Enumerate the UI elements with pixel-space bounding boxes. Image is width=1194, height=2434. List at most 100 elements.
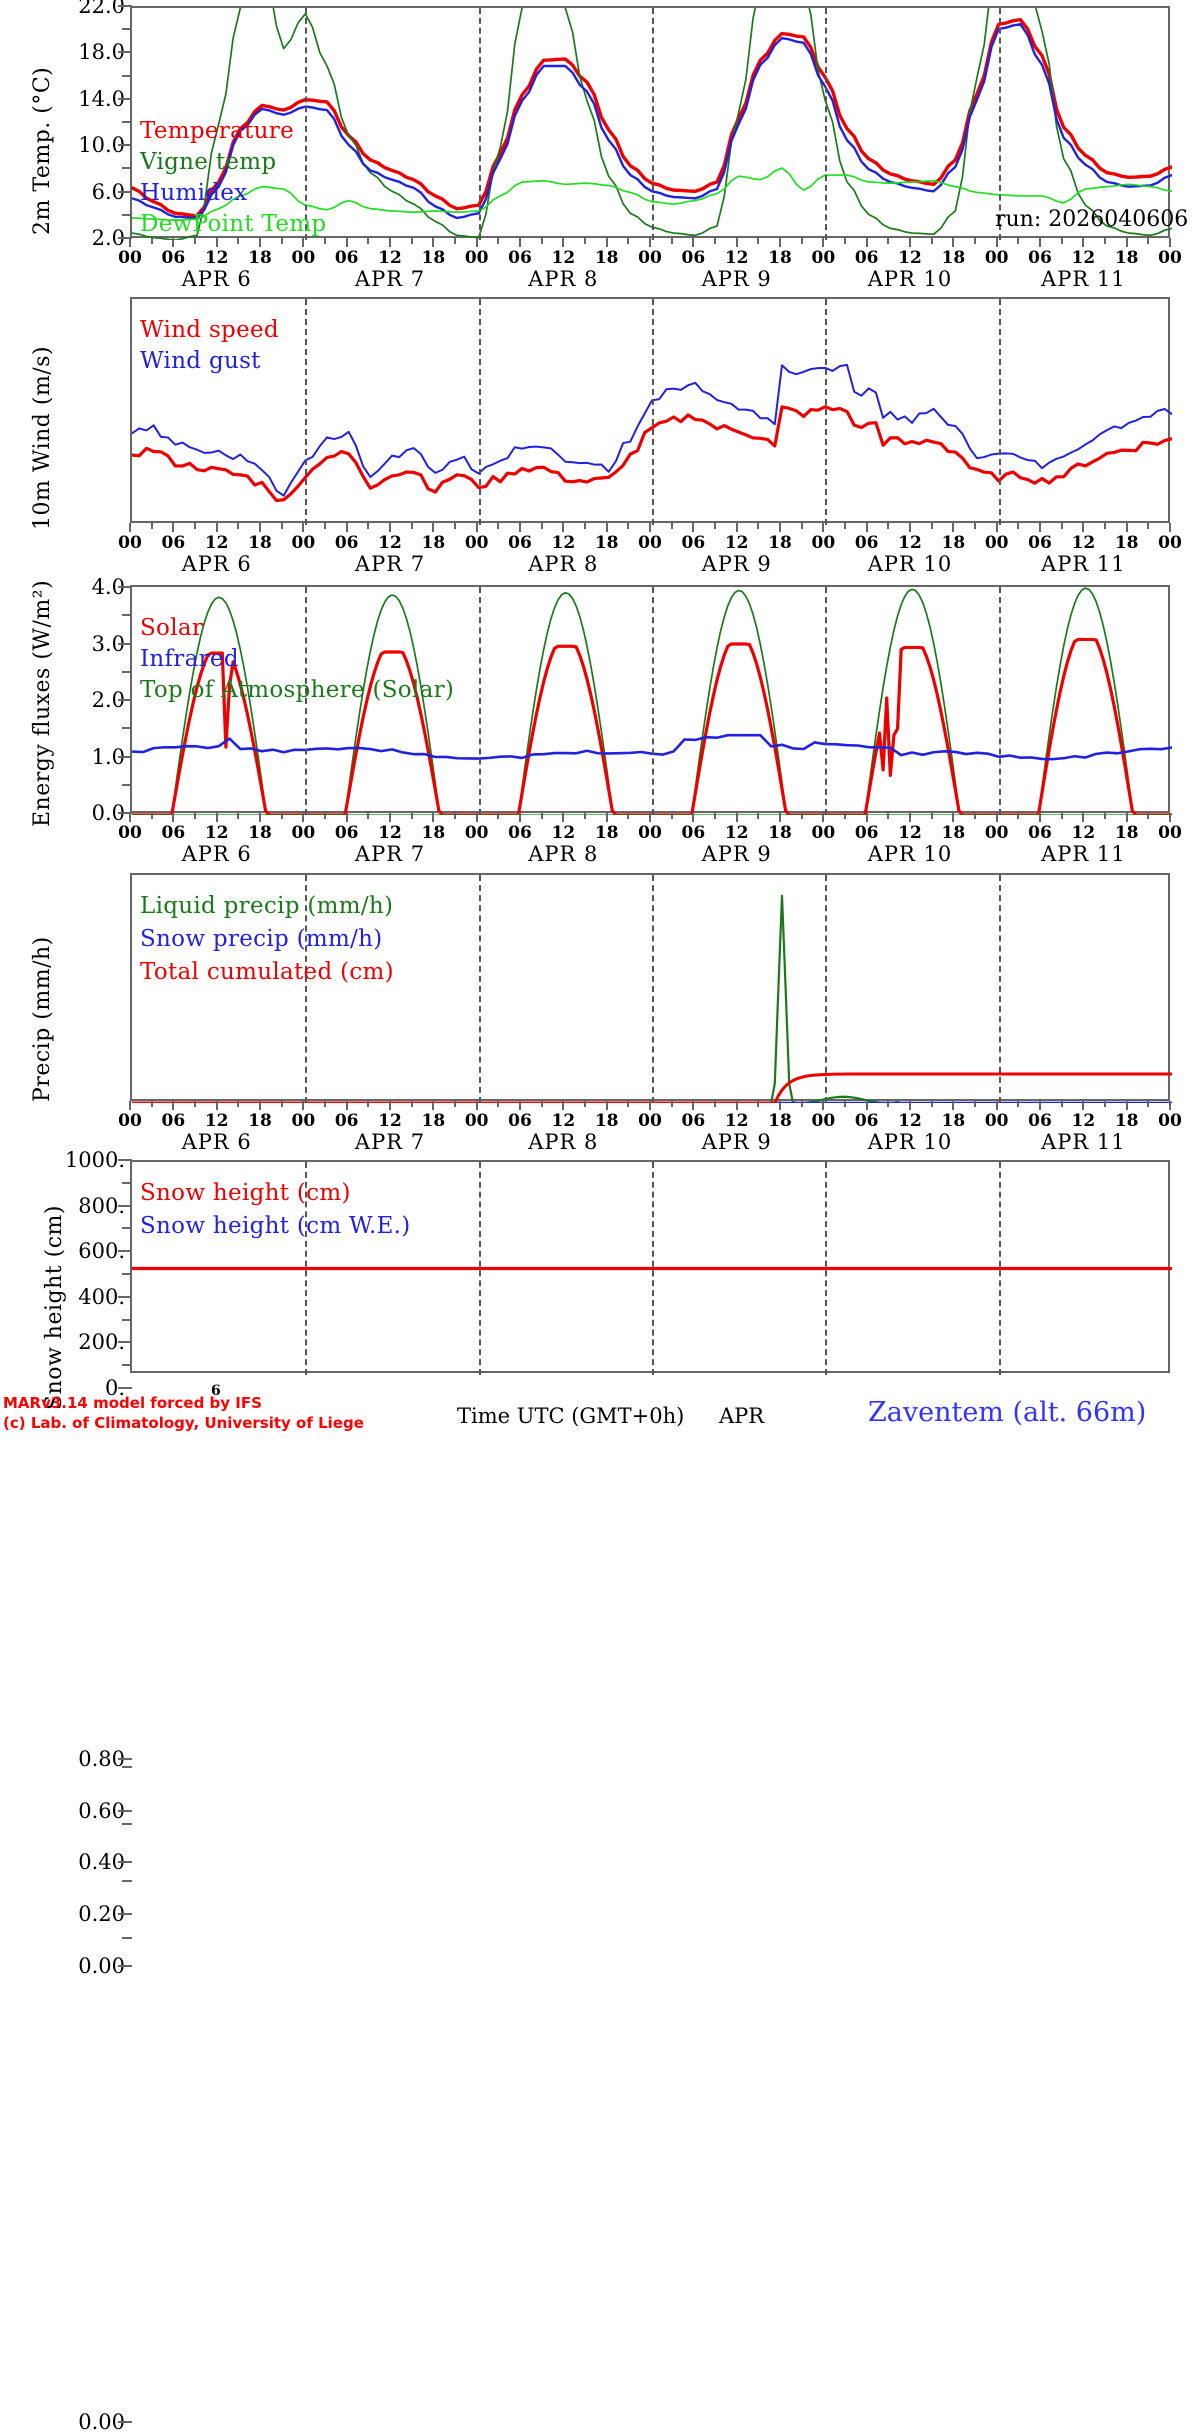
x-tick-mark [605,523,608,532]
x-tick-mark [822,238,825,247]
x-tick-mark [930,1101,933,1107]
legend-entry: Total cumulated (cm) [140,959,394,985]
x-day-label: APR 8 [528,842,599,866]
day-separator [652,1162,654,1375]
x-tick-mark [1060,523,1063,529]
x-tick-mark [454,523,456,529]
y-tick-mark [118,1861,132,1864]
x-tick-mark [1147,238,1150,244]
x-tick-mark [432,1101,435,1110]
x-tick-mark [302,238,305,247]
x-tick-mark [692,523,695,532]
x-tick-mark [909,523,911,532]
panel-precip-ylabel: Precip (mm/h) [30,936,55,1102]
x-hour-label: 18 [421,248,446,268]
x-tick-mark [129,1101,131,1110]
y-minor-tick [122,1273,132,1275]
x-tick-mark [865,238,868,247]
panel-precip: Precip (mm/h) 0.00 0.20 0.40 0.60 0.80 Liqui… [0,865,1194,1978]
day-separator [652,8,654,240]
x-tick-mark [150,523,153,529]
x-tick-mark [735,523,738,532]
x-tick-mark [237,813,240,819]
x-tick-mark [172,238,175,247]
y-minor-tick [122,1765,132,1768]
day-separator [998,299,1001,525]
x-hour-label: 06 [334,1111,359,1131]
x-tick-mark [129,813,131,822]
y-tick-mark [118,1204,132,1207]
x-day-label: APR 9 [701,552,772,576]
y-tick-label: 600. [78,1239,125,1264]
x-hour-label: 06 [161,823,186,843]
legend-entry: Snow precip (mm/h) [140,926,383,952]
x-tick-mark [497,523,500,529]
y-minor-tick [122,1364,132,1367]
y-tick-mark [118,755,132,758]
x-day-label: APR 7 [354,1130,426,1154]
x-tick-mark [194,1101,196,1107]
x-hour-label: 00 [464,823,489,843]
x-tick-mark [150,1101,153,1107]
x-hour-label: 06 [681,533,706,553]
x-hour-label: 18 [421,823,446,843]
x-tick-mark [562,813,565,822]
y-tick-label: 1000. [64,1148,125,1172]
x-tick-mark [1147,813,1150,819]
x-tick-mark [605,1101,608,1110]
x-tick-mark [475,813,478,822]
x-tick-mark [1169,238,1171,247]
x-tick-mark [259,238,261,247]
x-hour-label: 12 [724,1111,749,1131]
day-separator [652,587,654,815]
x-tick-mark [367,1101,370,1107]
x-tick-mark [1017,1101,1020,1107]
y-tick-label: 10.0 [78,133,125,158]
x-tick-mark [497,238,500,244]
x-tick-mark [280,238,283,244]
x-tick-mark [692,238,695,247]
day-separator [305,1162,308,1375]
x-day-label: APR 11 [1041,552,1126,576]
x-tick-mark [324,238,326,244]
x-tick-mark [714,523,716,529]
legend-entry: Solar [140,615,204,641]
x-hour-label: 00 [984,823,1009,843]
day-separator [305,8,308,240]
x-tick-mark [627,1101,630,1107]
x-hour-label: 06 [334,248,359,268]
x-hour-label: 18 [248,248,272,268]
x-hour-label: 18 [1114,533,1139,553]
x-hour-label: 00 [984,1111,1009,1131]
x-tick-mark [627,523,630,529]
x-tick-mark [1082,238,1085,247]
panel-snow-plot [130,1160,1172,1375]
x-hour-label: 00 [984,248,1009,268]
x-tick-mark [410,1101,413,1107]
x-tick-mark [735,813,738,822]
x-hour-label: 12 [204,533,229,553]
footer-copyright-line: (c) Lab. of Climatology, University of L… [3,1414,364,1432]
x-tick-mark [1169,1101,1171,1110]
legend-entry: Vigne temp [140,149,277,175]
x-day-label: APR 7 [354,267,426,291]
x-tick-mark [324,813,326,819]
legend-entry: DewPoint Temp [140,211,327,237]
x-hour-label: 12 [898,533,922,553]
x-tick-mark [1125,813,1128,822]
x-day-label: APR 9 [701,1130,772,1154]
x-hour-label: 06 [508,533,532,553]
y-minor-tick [122,1936,132,1939]
x-tick-mark [844,238,846,244]
x-tick-mark [410,238,413,244]
x-hour-label: 00 [118,533,142,553]
y-minor-tick [122,783,132,786]
x-hour-label: 12 [1071,1111,1096,1131]
x-hour-label: 00 [291,533,316,553]
x-tick-mark [280,813,283,819]
x-tick-mark [974,238,976,244]
x-tick-mark [1017,238,1020,244]
x-hour-label: 00 [464,1111,489,1131]
x-hour-label: 00 [1158,533,1182,553]
x-tick-mark [324,1101,326,1107]
